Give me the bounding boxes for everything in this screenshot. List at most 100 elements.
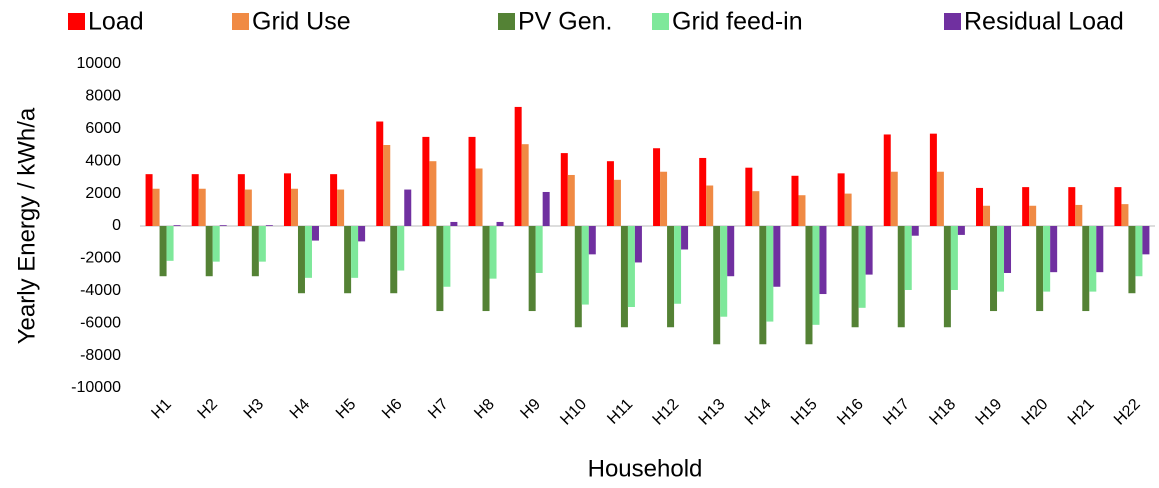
bar [489,226,497,279]
bar [752,191,760,226]
bar [837,173,845,226]
x-tick-label: H8 [471,396,498,423]
bar [1043,226,1051,292]
x-tick-label: H20 [1019,396,1052,429]
y-tick-label: 10000 [77,55,122,72]
bar [660,171,668,226]
x-tick-label: H4 [287,396,314,423]
x-tick-label: H3 [241,396,268,423]
bar [706,185,714,226]
bar [383,145,391,226]
bar [844,193,852,226]
legend-label: Residual Load [964,8,1124,36]
bar [588,226,596,255]
bar [667,226,675,328]
x-tick-label: H5 [333,396,360,423]
bar [166,226,174,261]
bar [581,226,589,305]
legend-label: PV Gen. [518,8,613,36]
bar [1135,226,1143,277]
bar [351,226,359,278]
bar [1121,204,1129,226]
bar [521,144,529,226]
bar [475,168,483,226]
bar [745,167,753,226]
bar [627,226,635,307]
bar [613,179,621,226]
x-tick-label: H11 [604,396,636,428]
bar [542,191,550,226]
y-tick-label: -6000 [80,314,121,331]
bar [957,226,965,235]
bar [911,226,919,236]
legend-label: Grid feed-in [672,8,803,36]
bar [251,226,259,277]
bar [943,226,951,328]
bar [883,134,891,226]
bar [468,136,476,226]
bar [212,226,220,262]
bar [681,226,689,250]
bar [950,226,958,290]
bar [699,157,707,226]
y-tick-label: -8000 [80,347,121,364]
bar [929,133,937,226]
bar [205,226,213,277]
bar [560,153,568,226]
y-axis-title: Yearly Energy / kWh/a [13,107,40,344]
y-tick-label: 8000 [85,88,121,105]
bar [397,226,405,271]
bar [812,226,820,325]
x-tick-label: H16 [834,396,867,429]
x-tick-label: H13 [696,396,729,429]
bar [436,226,444,312]
bar [936,171,944,226]
bar [1036,226,1044,312]
bar [653,148,661,226]
bar [422,136,430,226]
bar [976,187,984,226]
bar [805,226,813,345]
bar [773,226,781,287]
bar [265,225,273,226]
bar [283,173,291,226]
bar [1096,226,1104,273]
bar [237,174,245,226]
bar [496,221,504,226]
bar [219,225,227,226]
bar [759,226,767,345]
bar [574,226,582,328]
bar [244,189,252,226]
y-tick-label: -4000 [80,282,121,299]
x-tick-label: H9 [517,396,544,423]
x-tick-label: H22 [1111,396,1144,429]
bar [1075,204,1083,226]
x-tick-label: H17 [880,396,913,429]
bar [173,225,181,226]
bar [766,226,774,322]
bar [191,174,199,226]
bar [990,226,998,312]
x-tick-label: H15 [788,396,821,429]
bar [258,226,266,262]
x-tick-label: H10 [557,396,590,429]
x-tick-label: H12 [650,396,683,429]
y-tick-label: -2000 [80,250,121,267]
legend-label: Load [88,8,144,36]
bar [720,226,728,317]
bar [528,226,536,312]
bar [858,226,866,308]
x-tick-label: H1 [148,396,175,423]
legend-swatch [498,13,515,30]
bar [358,226,366,242]
legend-swatch [68,13,85,30]
bar [1142,226,1150,255]
x-tick-label: H18 [926,396,959,429]
bar [344,226,352,294]
bar [819,226,827,295]
bar [198,188,206,226]
bar [1050,226,1058,273]
bar [1029,205,1037,226]
bar [791,175,799,226]
